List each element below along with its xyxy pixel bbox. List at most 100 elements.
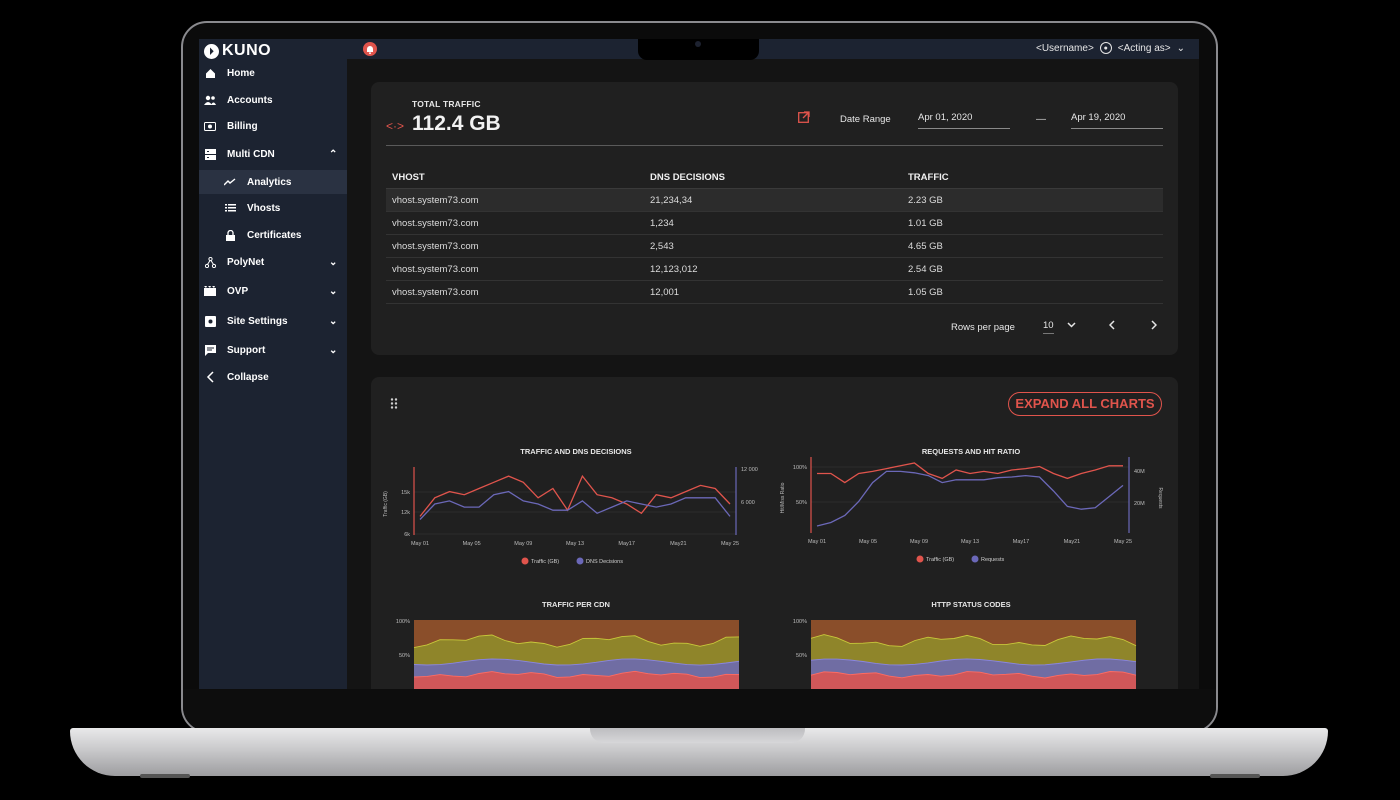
users-icon bbox=[204, 94, 216, 106]
network-icon bbox=[204, 256, 216, 268]
acting-as-label: <Acting as> bbox=[1117, 42, 1171, 54]
user-menu[interactable]: <Username> ● <Acting as> ⌄ bbox=[1036, 42, 1185, 54]
table-row[interactable]: vhost.system73.com 21,234,34 2.23 GB bbox=[386, 189, 1163, 212]
account-circle-icon: ● bbox=[1099, 42, 1112, 54]
sidebar-item-billing[interactable]: Billing bbox=[199, 114, 347, 138]
column-header-traffic[interactable]: TRAFFIC bbox=[908, 172, 949, 183]
notification-bell-icon[interactable] bbox=[363, 42, 377, 56]
series-line-red bbox=[419, 474, 731, 517]
sidebar-item-label: Site Settings bbox=[227, 315, 288, 327]
legend-label: DNS Decisions bbox=[586, 559, 623, 565]
traffic-dns-chart: 15k 12k 6k 12 000 6 000 Traffic (GB) May 01 May… bbox=[383, 467, 758, 565]
x-tick-label: May21 bbox=[1064, 539, 1081, 545]
cell-dns-decisions: 2,543 bbox=[650, 241, 674, 252]
top-bar: <Username> ● <Acting as> ⌄ bbox=[347, 39, 1199, 59]
y-tick-label: 50% bbox=[399, 653, 410, 659]
sidebar-item-analytics[interactable]: Analytics bbox=[199, 170, 347, 194]
date-to-field[interactable]: Apr 19, 2020 bbox=[1071, 108, 1163, 129]
cell-dns-decisions: 21,234,34 bbox=[650, 195, 693, 206]
logo-mark-icon: ⏵ bbox=[204, 43, 219, 59]
list-icon bbox=[224, 202, 236, 214]
sidebar-item-label: PolyNet bbox=[227, 256, 265, 268]
sidebar-item-label: OVP bbox=[227, 285, 249, 297]
legend-swatch bbox=[971, 555, 979, 563]
settings-icon bbox=[204, 315, 216, 327]
y-axis-label: Hit/Miss Ratio bbox=[780, 482, 786, 513]
sidebar-item-ovp[interactable]: OVP ⌄ bbox=[199, 279, 347, 303]
y2-tick-label: 40M bbox=[1134, 469, 1145, 475]
legend-swatch bbox=[916, 555, 924, 563]
x-tick-label: May21 bbox=[670, 541, 687, 547]
sidebar-item-support[interactable]: Support ⌄ bbox=[199, 338, 347, 362]
x-tick-label: May 25 bbox=[1114, 539, 1132, 545]
trending-icon bbox=[224, 176, 236, 188]
y2-tick-label: 12 000 bbox=[741, 467, 758, 473]
chevron-down-icon: ⌄ bbox=[329, 285, 338, 297]
previous-page-button[interactable] bbox=[1108, 320, 1115, 333]
chevron-down-icon: ⌄ bbox=[329, 256, 338, 268]
column-header-vhost[interactable]: VHOST bbox=[392, 172, 425, 183]
logo[interactable]: ⏵ KUNO bbox=[204, 41, 271, 61]
open-external-icon[interactable] bbox=[798, 111, 811, 124]
laptop-foot bbox=[1210, 774, 1260, 778]
date-range-label: Date Range bbox=[840, 114, 891, 125]
y-axis-label: Traffic (GB) bbox=[383, 491, 389, 517]
chart-title-traffic-dns: TRAFFIC AND DNS DECISIONS bbox=[520, 447, 632, 456]
screen: ⏵ KUNO Home Accounts Billing Multi CDN ⌃… bbox=[199, 39, 1199, 689]
sidebar-item-home[interactable]: Home bbox=[199, 61, 347, 85]
series-line-red bbox=[817, 462, 1123, 484]
column-header-dns-decisions[interactable]: DNS DECISIONS bbox=[650, 172, 725, 183]
sidebar-item-label: Home bbox=[227, 67, 255, 79]
sidebar-item-collapse[interactable]: Collapse bbox=[199, 365, 347, 389]
sidebar-item-label: Vhosts bbox=[247, 202, 281, 214]
cell-traffic: 1.05 GB bbox=[908, 287, 943, 298]
table-pagination: Rows per page 10 bbox=[951, 318, 1161, 338]
cell-dns-decisions: 1,234 bbox=[650, 218, 674, 229]
requests-hit-ratio-chart: 100% 50% 40M 20M Hit/Miss Ratio Requests May 0… bbox=[780, 457, 1163, 563]
sidebar-item-certificates[interactable]: Certificates bbox=[199, 223, 347, 247]
x-tick-label: May 25 bbox=[721, 541, 739, 547]
y2-tick-label: 6 000 bbox=[741, 500, 755, 506]
y2-tick-label: 20M bbox=[1134, 501, 1145, 507]
cell-traffic: 1.01 GB bbox=[908, 218, 943, 229]
next-page-button[interactable] bbox=[1151, 320, 1158, 333]
chevron-down-icon: ⌄ bbox=[329, 344, 338, 356]
sidebar-item-label: Analytics bbox=[247, 176, 292, 188]
x-tick-label: May 09 bbox=[910, 539, 928, 545]
sidebar-item-site-settings[interactable]: Site Settings ⌄ bbox=[199, 309, 347, 333]
chevron-down-icon[interactable] bbox=[1067, 320, 1076, 330]
sidebar-item-label: Multi CDN bbox=[227, 148, 275, 160]
series-line-purple bbox=[419, 490, 731, 520]
rows-per-page-select[interactable]: 10 bbox=[1043, 320, 1054, 334]
sidebar-item-multi-cdn[interactable]: Multi CDN ⌃ bbox=[199, 142, 347, 166]
area-layer bbox=[414, 671, 739, 689]
chevron-left-icon bbox=[204, 371, 216, 383]
sidebar-item-label: Collapse bbox=[227, 371, 269, 383]
drag-handle-icon[interactable] bbox=[390, 398, 398, 412]
video-icon bbox=[204, 285, 216, 297]
camera-notch bbox=[638, 39, 759, 60]
table-row[interactable]: vhost.system73.com 2,543 4.65 GB bbox=[386, 235, 1163, 258]
x-tick-label: May 01 bbox=[411, 541, 429, 547]
sidebar-item-polynet[interactable]: PolyNet ⌄ bbox=[199, 250, 347, 274]
chevron-up-icon: ⌃ bbox=[329, 148, 338, 160]
table-row[interactable]: vhost.system73.com 12,001 1.05 GB bbox=[386, 281, 1163, 304]
cell-vhost: vhost.system73.com bbox=[392, 241, 479, 252]
cell-vhost: vhost.system73.com bbox=[392, 195, 479, 206]
table-row[interactable]: vhost.system73.com 12,123,012 2.54 GB bbox=[386, 258, 1163, 281]
chart-title-requests-hit-ratio: REQUESTS AND HIT RATIO bbox=[921, 447, 1021, 456]
area-edge-line bbox=[413, 634, 740, 649]
cell-traffic: 2.23 GB bbox=[908, 195, 943, 206]
x-tick-label: May17 bbox=[1013, 539, 1030, 545]
cell-dns-decisions: 12,123,012 bbox=[650, 264, 698, 275]
table-row[interactable]: vhost.system73.com 1,234 1.01 GB bbox=[386, 212, 1163, 235]
chart-title-http-status-codes: HTTP STATUS CODES bbox=[931, 600, 1011, 609]
sidebar-item-label: Support bbox=[227, 344, 266, 356]
sidebar-item-vhosts[interactable]: Vhosts bbox=[199, 196, 347, 220]
sidebar-item-accounts[interactable]: Accounts bbox=[199, 88, 347, 112]
expand-all-charts-button[interactable]: EXPAND ALL CHARTS bbox=[1008, 392, 1162, 416]
sidebar-item-label: Billing bbox=[227, 120, 258, 132]
legend-swatch bbox=[576, 557, 584, 565]
home-icon bbox=[204, 67, 216, 79]
date-from-field[interactable]: Apr 01, 2020 bbox=[918, 108, 1010, 129]
